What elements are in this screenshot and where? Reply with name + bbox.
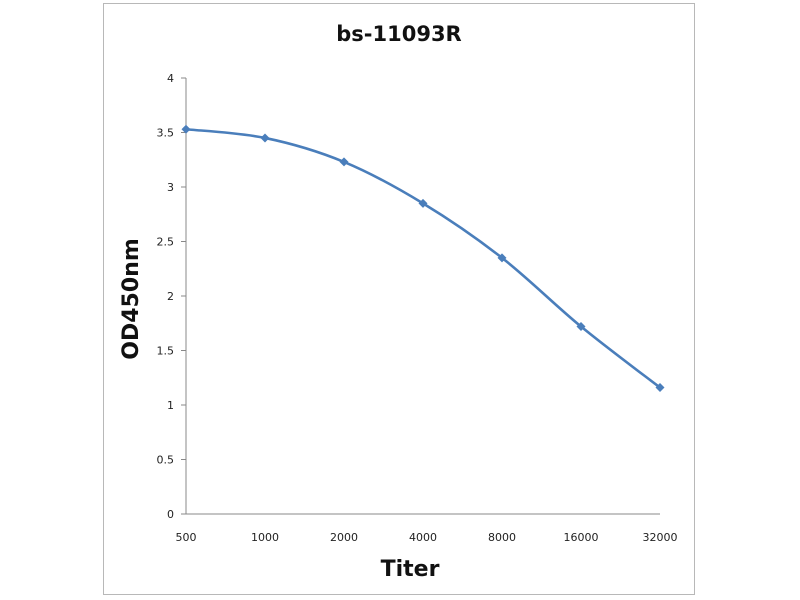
chart-frame: bs-11093R Titer OD450nm 0 0.5 1 1.5 2 2.5 3 3.5… [103, 3, 695, 595]
y-tick-label: 2.5 [157, 236, 175, 249]
y-tick-label: 4 [167, 72, 174, 85]
x-tick-label: 500 [176, 531, 197, 544]
data-point-marker [181, 124, 191, 134]
y-tick-label: 1.5 [157, 345, 175, 358]
x-tick-group: 500 1000 2000 4000 8000 16000 32000 [176, 531, 678, 544]
x-tick-label: 8000 [488, 531, 516, 544]
x-axis-title: Titer [381, 557, 440, 582]
y-tick-label: 0.5 [157, 454, 175, 467]
y-tick-label: 2 [167, 290, 174, 303]
data-point-marker [655, 383, 665, 393]
y-tick-label: 3.5 [157, 127, 175, 140]
y-tick-group: 0 0.5 1 1.5 2 2.5 3 3.5 4 [157, 72, 186, 521]
series-line [185, 127, 661, 389]
data-point-marker [576, 322, 586, 332]
data-point-marker [260, 133, 270, 143]
data-point-marker [418, 198, 428, 208]
series-layer [181, 124, 665, 393]
y-tick-label: 3 [167, 181, 174, 194]
x-tick-label: 32000 [643, 531, 678, 544]
y-tick-label: 0 [167, 508, 174, 521]
chart-svg: bs-11093R Titer OD450nm 0 0.5 1 1.5 2 2.5 3 3.5… [119, 22, 678, 582]
chart-title: bs-11093R [336, 22, 461, 46]
data-point-marker [339, 157, 349, 167]
x-tick-label: 4000 [409, 531, 437, 544]
y-axis-title: OD450nm [119, 238, 144, 359]
x-tick-label: 2000 [330, 531, 358, 544]
x-tick-label: 16000 [564, 531, 599, 544]
x-tick-label: 1000 [251, 531, 279, 544]
data-point-marker [497, 253, 507, 263]
y-tick-label: 1 [167, 399, 174, 412]
